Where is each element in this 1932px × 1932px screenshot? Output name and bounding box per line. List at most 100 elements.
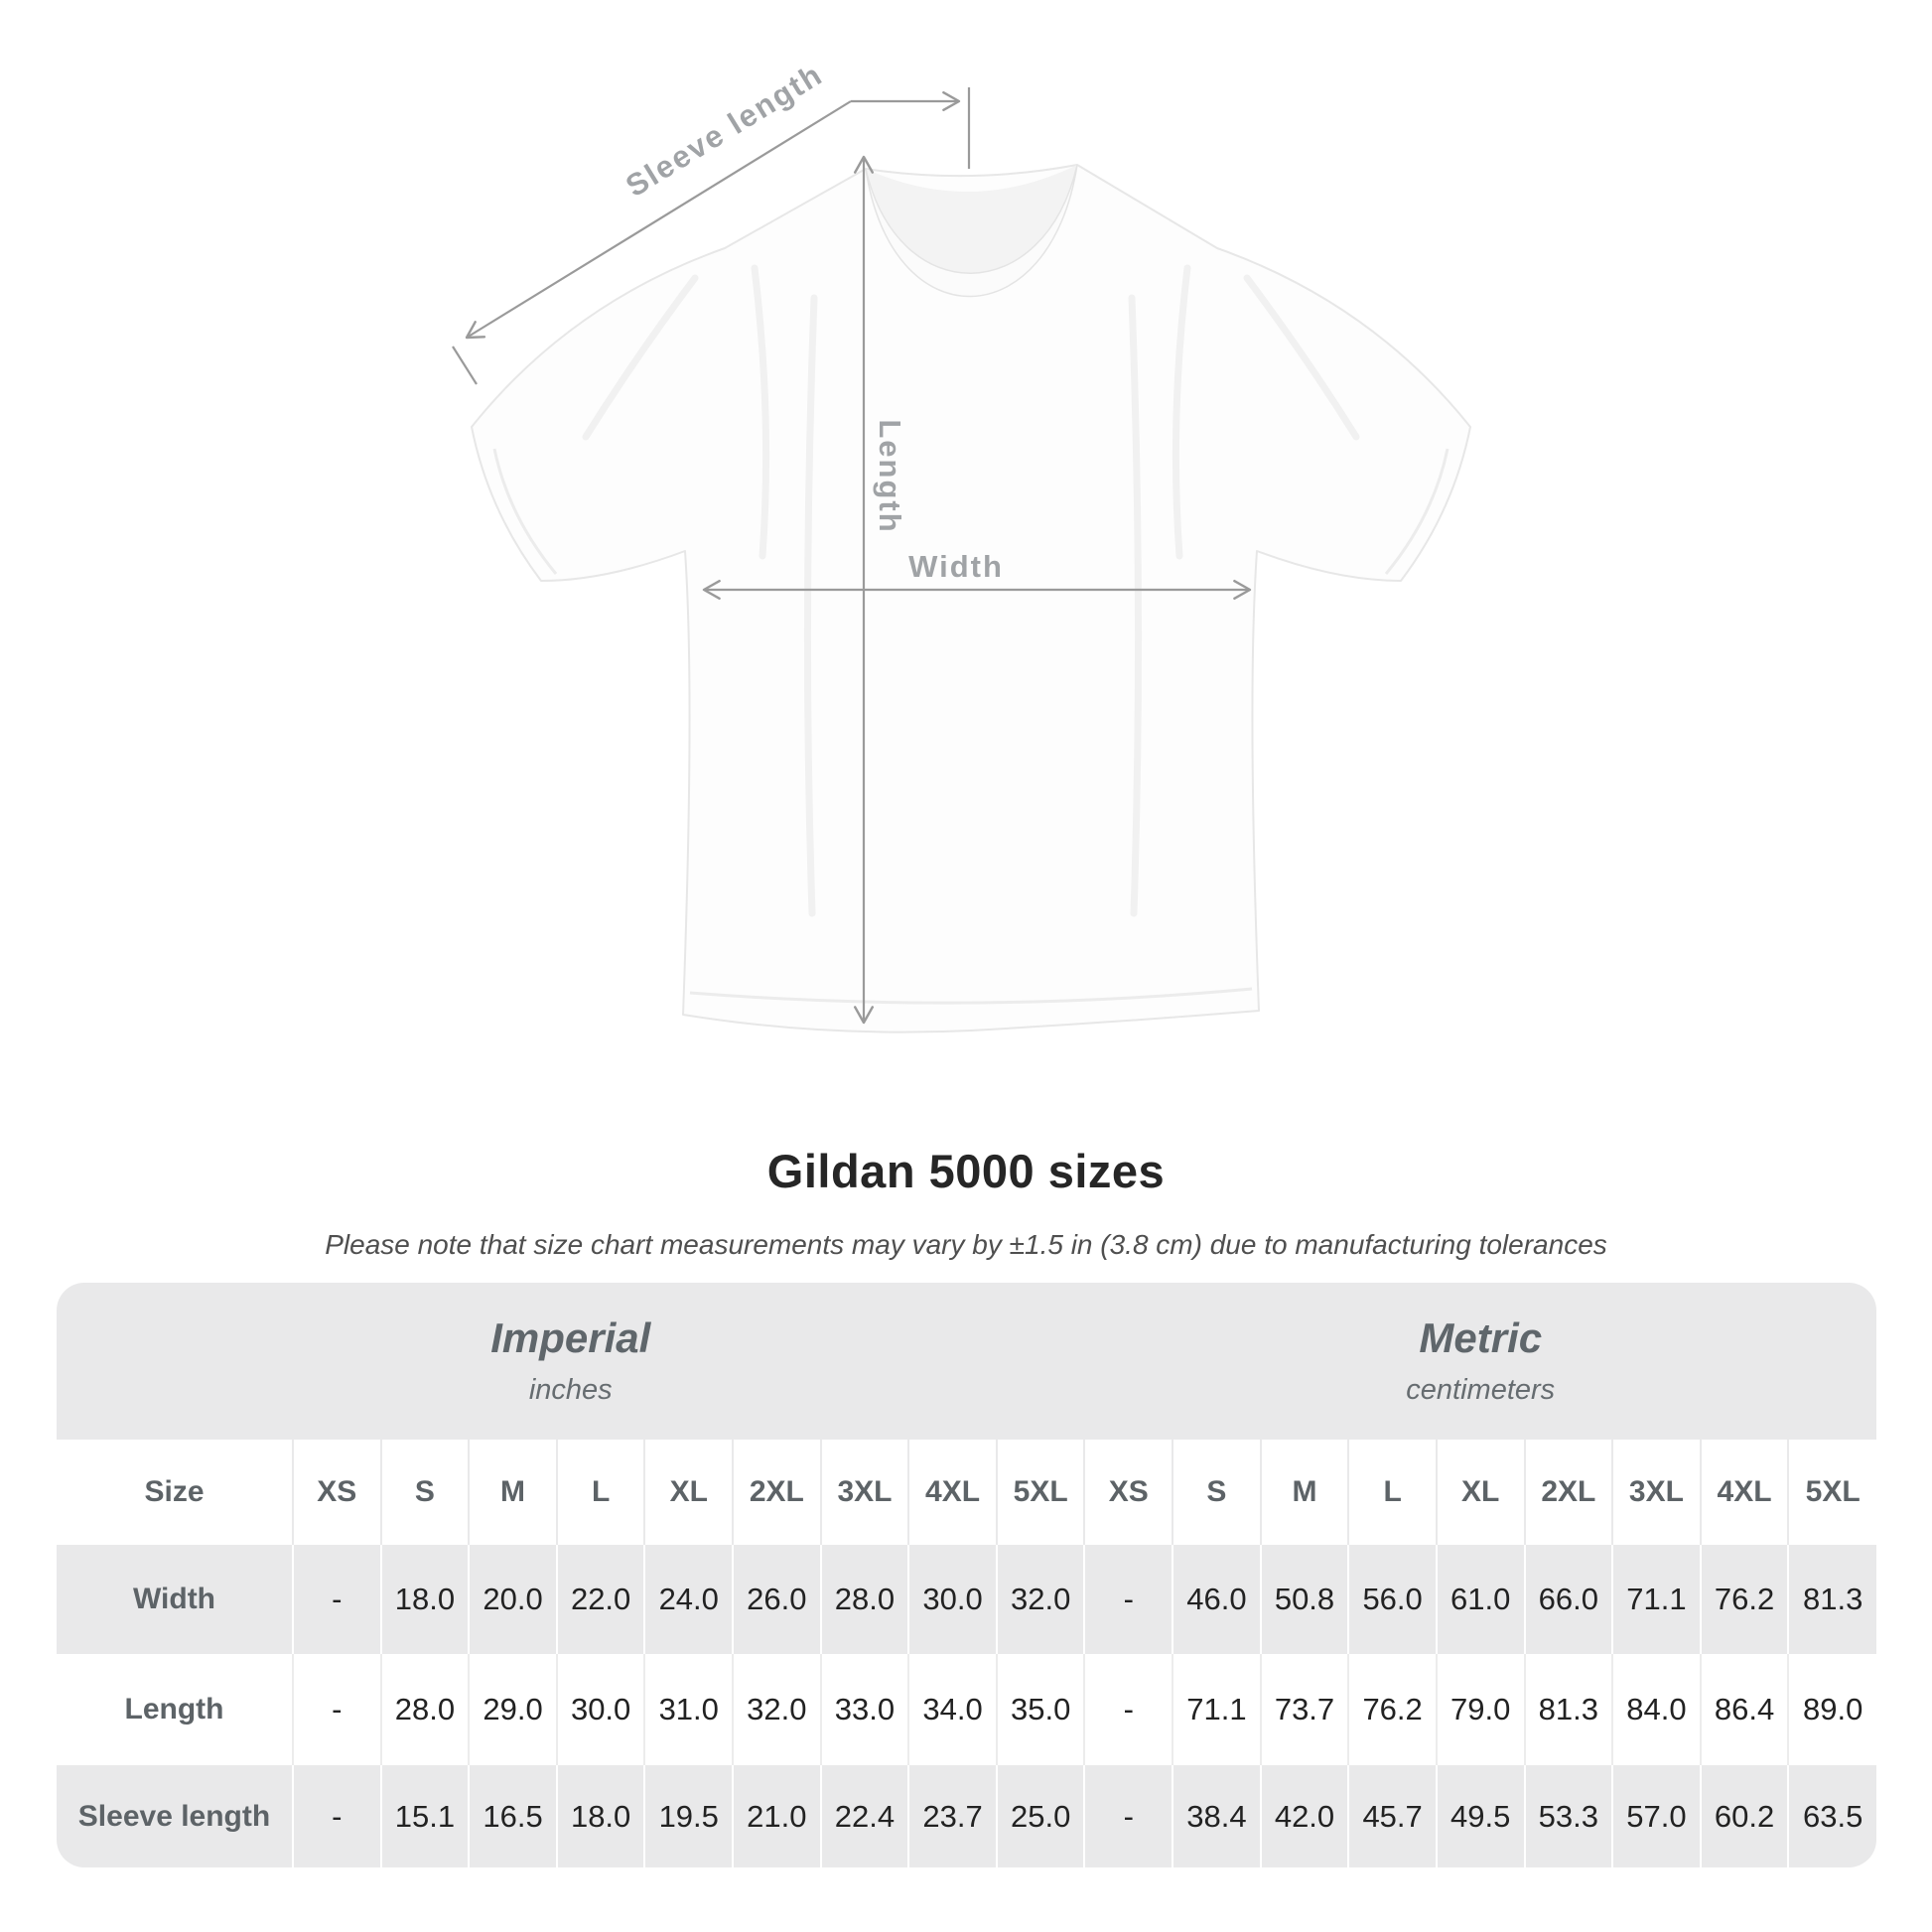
width-label: Width	[908, 549, 1004, 584]
value-cell: 33.0	[819, 1654, 909, 1765]
value-cell: 63.5	[1787, 1765, 1876, 1867]
tshirt-illustration	[471, 164, 1471, 1034]
value-cell: 22.0	[555, 1545, 645, 1654]
size-header-cell: XS	[292, 1440, 381, 1545]
size-header-cell: L	[555, 1440, 645, 1545]
size-header-cell: M	[1259, 1440, 1349, 1545]
size-header-cell: 5XL	[995, 1440, 1085, 1545]
value-cell: 66.0	[1523, 1545, 1613, 1654]
metric-unit: centimeters	[1406, 1373, 1556, 1406]
unit-group-row: Imperial inches Metric centimeters	[57, 1283, 1876, 1440]
value-cell: 25.0	[995, 1765, 1085, 1867]
tshirt-measurement-diagram: Sleeve length Length Width	[452, 57, 1471, 1034]
imperial-unit: inches	[528, 1373, 613, 1406]
metric-label: Metric	[1419, 1314, 1543, 1362]
value-cell: 76.2	[1347, 1654, 1437, 1765]
value-cell: 71.1	[1172, 1654, 1261, 1765]
table-row-sleeve-length: Sleeve length - 15.1 16.5 18.0 19.5 21.0…	[57, 1765, 1876, 1867]
value-cell: 16.5	[468, 1765, 557, 1867]
value-cell: 45.7	[1347, 1765, 1437, 1867]
value-cell: -	[1083, 1654, 1173, 1765]
value-cell: 35.0	[995, 1654, 1085, 1765]
size-header-cell: XS	[1083, 1440, 1173, 1545]
value-cell: 34.0	[907, 1654, 997, 1765]
value-cell: -	[292, 1545, 381, 1654]
size-header-cell: XL	[1435, 1440, 1525, 1545]
value-cell: 76.2	[1699, 1545, 1789, 1654]
hem-stitch-line	[689, 987, 1253, 1005]
size-table: Imperial inches Metric centimeters Size …	[57, 1283, 1876, 1867]
value-cell: 61.0	[1435, 1545, 1525, 1654]
table-row-width: Width - 18.0 20.0 22.0 24.0 26.0 28.0 30…	[57, 1545, 1876, 1654]
imperial-group-header: Imperial inches	[57, 1283, 1084, 1440]
size-header-cell: S	[379, 1440, 470, 1545]
collar-opening	[866, 165, 1077, 274]
sleeve-edge-tick	[452, 345, 478, 385]
value-cell: 86.4	[1699, 1654, 1789, 1765]
value-cell: 30.0	[907, 1545, 997, 1654]
value-cell: 56.0	[1347, 1545, 1437, 1654]
metric-group-header: Metric centimeters	[1084, 1283, 1876, 1440]
value-cell: -	[1083, 1545, 1173, 1654]
row-label: Width	[132, 1583, 216, 1615]
size-header-row: Size XS S M L XL 2XL 3XL 4XL 5XL XS S M …	[57, 1440, 1876, 1545]
value-cell: 31.0	[643, 1654, 734, 1765]
row-label: Sleeve length	[77, 1799, 271, 1833]
value-cell: 60.2	[1699, 1765, 1789, 1867]
size-header-cell: 4XL	[1699, 1440, 1789, 1545]
value-cell: 18.0	[555, 1765, 645, 1867]
value-cell: 28.0	[819, 1545, 909, 1654]
value-cell: 89.0	[1787, 1654, 1876, 1765]
value-cell: 15.1	[379, 1765, 470, 1867]
value-cell: 84.0	[1611, 1654, 1701, 1765]
imperial-label: Imperial	[490, 1314, 651, 1362]
page-title: Gildan 5000 sizes	[766, 1145, 1166, 1197]
size-header-cell: S	[1172, 1440, 1261, 1545]
fabric-folds	[582, 264, 1360, 917]
value-cell: 20.0	[468, 1545, 557, 1654]
value-cell: 32.0	[732, 1654, 821, 1765]
size-header-cell: 2XL	[1523, 1440, 1613, 1545]
right-sleeve-stitch	[1384, 448, 1449, 575]
value-cell: 18.0	[379, 1545, 470, 1654]
size-header-cell: XL	[643, 1440, 734, 1545]
value-cell: 73.7	[1259, 1654, 1349, 1765]
value-cell: 22.4	[819, 1765, 909, 1867]
size-header-cell: 3XL	[1611, 1440, 1701, 1545]
value-cell: 50.8	[1259, 1545, 1349, 1654]
sleeve-length-label: Sleeve length	[620, 57, 829, 204]
value-cell: 32.0	[995, 1545, 1085, 1654]
size-header-cell: 2XL	[732, 1440, 821, 1545]
table-row-length: Length - 28.0 29.0 30.0 31.0 32.0 33.0 3…	[57, 1654, 1876, 1765]
value-cell: 29.0	[468, 1654, 557, 1765]
size-header-cell: L	[1347, 1440, 1437, 1545]
value-cell: 71.1	[1611, 1545, 1701, 1654]
value-cell: 28.0	[379, 1654, 470, 1765]
value-cell: -	[292, 1654, 381, 1765]
value-cell: 79.0	[1435, 1654, 1525, 1765]
value-cell: 21.0	[732, 1765, 821, 1867]
value-cell: 42.0	[1259, 1765, 1349, 1867]
size-header-cell: M	[468, 1440, 557, 1545]
value-cell: 38.4	[1172, 1765, 1261, 1867]
value-cell: 81.3	[1523, 1654, 1613, 1765]
value-cell: 57.0	[1611, 1765, 1701, 1867]
size-header-cell: 5XL	[1787, 1440, 1876, 1545]
value-cell: 19.5	[643, 1765, 734, 1867]
size-column-header: Size	[144, 1475, 205, 1508]
measurement-annotations	[452, 87, 1252, 1025]
value-cell: -	[1083, 1765, 1173, 1867]
left-sleeve-stitch	[492, 448, 558, 575]
value-cell: 53.3	[1523, 1765, 1613, 1867]
value-cell: 49.5	[1435, 1765, 1525, 1867]
value-cell: 81.3	[1787, 1545, 1876, 1654]
size-header-cell: 3XL	[819, 1440, 909, 1545]
value-cell: 23.7	[907, 1765, 997, 1867]
value-cell: -	[292, 1765, 381, 1867]
value-cell: 26.0	[732, 1545, 821, 1654]
value-cell: 30.0	[555, 1654, 645, 1765]
value-cell: 46.0	[1172, 1545, 1261, 1654]
page-subtitle: Please note that size chart measurements…	[325, 1229, 1607, 1260]
sleeve-dimension-diagonal	[465, 100, 852, 340]
